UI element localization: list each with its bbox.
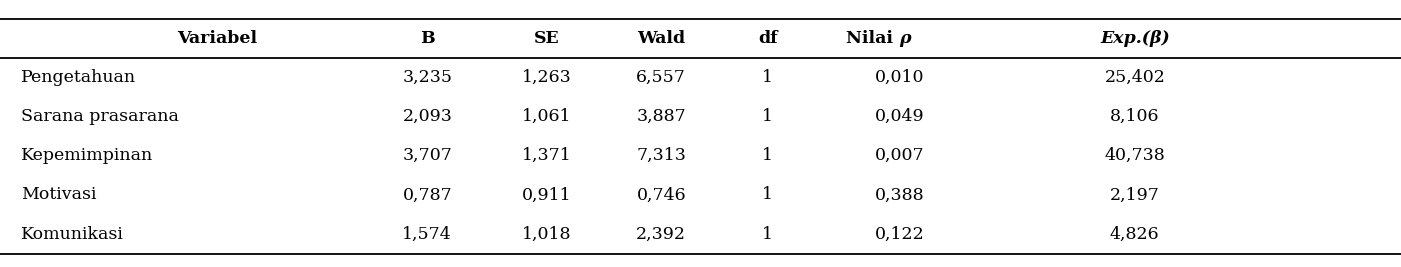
Text: 0,746: 0,746 xyxy=(636,186,686,203)
Text: 1,061: 1,061 xyxy=(521,108,572,125)
Text: 1: 1 xyxy=(762,226,773,243)
Text: Motivasi: Motivasi xyxy=(21,186,97,203)
Text: 2,392: 2,392 xyxy=(636,226,686,243)
Text: 40,738: 40,738 xyxy=(1104,147,1166,164)
Text: Kepemimpinan: Kepemimpinan xyxy=(21,147,153,164)
Text: 1,371: 1,371 xyxy=(521,147,572,164)
Text: Nilai: Nilai xyxy=(846,30,899,47)
Text: 25,402: 25,402 xyxy=(1104,69,1166,86)
Text: 8,106: 8,106 xyxy=(1110,108,1160,125)
Text: 1: 1 xyxy=(762,108,773,125)
Text: 1: 1 xyxy=(762,69,773,86)
Text: ρ: ρ xyxy=(899,30,911,47)
Text: 0,007: 0,007 xyxy=(874,147,925,164)
Text: 1,018: 1,018 xyxy=(521,226,572,243)
Text: Exp.(β): Exp.(β) xyxy=(1100,30,1170,47)
Text: 4,826: 4,826 xyxy=(1110,226,1160,243)
Text: 0,049: 0,049 xyxy=(874,108,925,125)
Text: 0,010: 0,010 xyxy=(874,69,925,86)
Text: df: df xyxy=(758,30,778,47)
Text: Pengetahuan: Pengetahuan xyxy=(21,69,136,86)
Text: 3,235: 3,235 xyxy=(402,69,453,86)
Text: Wald: Wald xyxy=(637,30,685,47)
Text: 1: 1 xyxy=(762,186,773,203)
Text: 0,787: 0,787 xyxy=(402,186,453,203)
Text: 0,122: 0,122 xyxy=(874,226,925,243)
Text: 1,574: 1,574 xyxy=(402,226,453,243)
Text: 0,388: 0,388 xyxy=(874,186,925,203)
Text: SE: SE xyxy=(534,30,559,47)
Text: 2,197: 2,197 xyxy=(1110,186,1160,203)
Text: 7,313: 7,313 xyxy=(636,147,686,164)
Text: Sarana prasarana: Sarana prasarana xyxy=(21,108,179,125)
Text: 1,263: 1,263 xyxy=(521,69,572,86)
Text: B: B xyxy=(420,30,434,47)
Text: 3,707: 3,707 xyxy=(402,147,453,164)
Text: Komunikasi: Komunikasi xyxy=(21,226,123,243)
Text: Variabel: Variabel xyxy=(177,30,258,47)
Text: 3,887: 3,887 xyxy=(636,108,686,125)
Text: 0,911: 0,911 xyxy=(521,186,572,203)
Text: 1: 1 xyxy=(762,147,773,164)
Text: 6,557: 6,557 xyxy=(636,69,686,86)
Text: 2,093: 2,093 xyxy=(402,108,453,125)
